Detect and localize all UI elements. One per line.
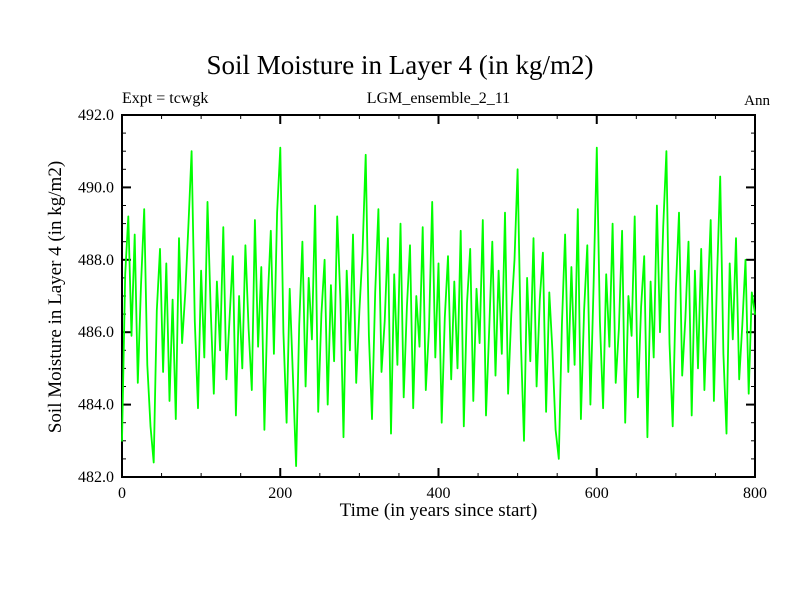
y-tick-label: 490.0 (78, 179, 114, 196)
x-tick-label: 200 (268, 485, 292, 502)
x-tick-label: 800 (743, 485, 767, 502)
x-tick-label: 400 (427, 485, 451, 502)
experiment-label: Expt = tcwgk (122, 90, 209, 107)
y-tick-label: 482.0 (78, 469, 114, 486)
x-tick-label: 600 (585, 485, 609, 502)
y-tick-label: 486.0 (78, 324, 114, 341)
run-label: LGM_ensemble_2_11 (366, 90, 511, 107)
x-tick-label: 0 (118, 485, 126, 502)
chart-title: Soil Moisture in Layer 4 (in kg/m2) (206, 50, 594, 80)
y-tick-label: 488.0 (78, 252, 114, 269)
y-tick-label: 492.0 (78, 107, 114, 124)
period-label: Ann (744, 93, 770, 109)
x-axis-title: Time (in years since start) (339, 500, 538, 521)
data-series-line (121, 146, 756, 468)
y-tick-label: 484.0 (78, 397, 114, 414)
